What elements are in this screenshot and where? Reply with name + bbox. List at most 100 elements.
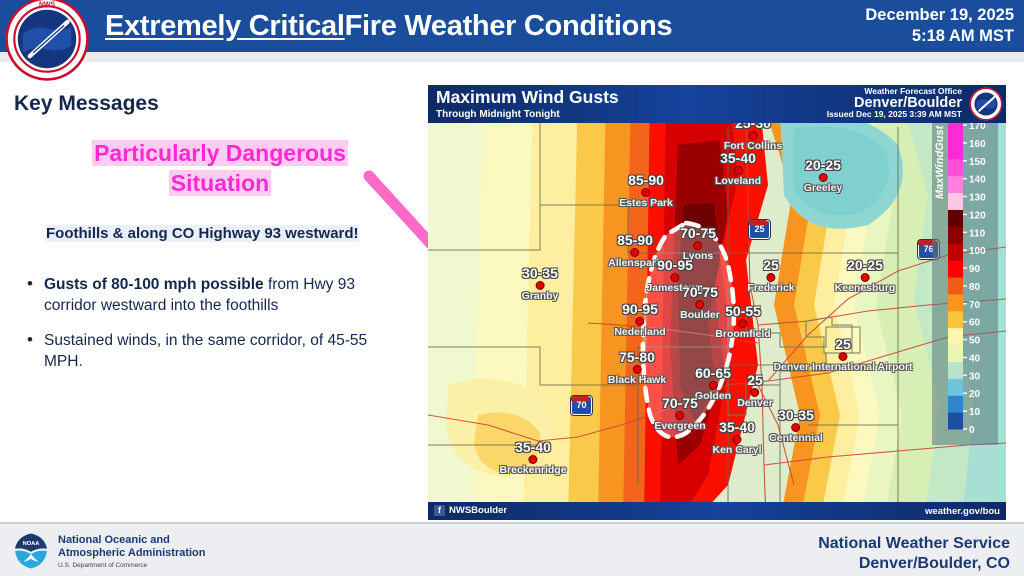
pds-callout: Particularly Dangerous Situation bbox=[60, 138, 380, 198]
nws-footer-wordmark: National Weather Service Denver/Boulder,… bbox=[818, 534, 1010, 574]
city-marker-dot bbox=[708, 381, 718, 390]
map-point-greeley: 20-25 Greeley bbox=[804, 158, 843, 194]
map-header-bar: Maximum Wind Gusts Through Midnight Toni… bbox=[428, 85, 1006, 123]
page-title: Extremely Critical Fire Weather Conditio… bbox=[105, 4, 820, 48]
pds-line-2: Situation bbox=[168, 170, 272, 196]
gust-value: 30-35 bbox=[778, 407, 814, 423]
city-marker-dot bbox=[670, 273, 680, 282]
gust-value: 20-25 bbox=[805, 157, 841, 173]
gust-value: 70-75 bbox=[680, 225, 716, 241]
gust-value: 70-75 bbox=[682, 284, 718, 300]
city-marker-dot bbox=[535, 281, 545, 290]
interstate-shield-25: 25 bbox=[748, 219, 770, 239]
city-marker-dot bbox=[766, 273, 776, 282]
nws-roundel-icon: NWS bbox=[5, 0, 89, 81]
gust-value: 35-40 bbox=[720, 150, 756, 166]
city-name: Ken Caryl bbox=[712, 444, 762, 456]
city-marker-dot bbox=[791, 423, 801, 432]
svg-text:NWS: NWS bbox=[39, 1, 55, 8]
city-marker-dot bbox=[738, 319, 748, 328]
page-footer: NOAA National Oceanic and Atmospheric Ad… bbox=[0, 524, 1024, 576]
noaa-line-3: U.S. Department of Commerce bbox=[58, 562, 148, 569]
social-handle[interactable]: f NWSBoulder bbox=[434, 505, 507, 516]
city-name: Granby bbox=[521, 290, 559, 302]
city-marker-dot bbox=[860, 273, 870, 282]
city-marker-dot bbox=[693, 241, 703, 250]
nws-foot-line-1: National Weather Service bbox=[818, 535, 1010, 552]
map-footer-bar: f NWSBoulder weather.gov/bou bbox=[428, 502, 1006, 520]
city-name: Evergreen bbox=[654, 420, 706, 432]
svg-text:120: 120 bbox=[969, 210, 986, 221]
svg-text:NOAA: NOAA bbox=[23, 541, 40, 547]
city-marker-dot bbox=[750, 388, 760, 397]
key-messages-heading: Key Messages bbox=[14, 92, 159, 115]
svg-text:70: 70 bbox=[969, 300, 981, 311]
city-name: Fort Collins bbox=[723, 140, 783, 152]
map-point-golden: 60-65 Golden bbox=[695, 366, 731, 402]
map-point-lyons: 70-75 Lyons bbox=[680, 226, 716, 262]
website-url[interactable]: weather.gov/bou bbox=[925, 506, 1000, 517]
map-point-breckenridge: 35-40 Breckenridge bbox=[499, 440, 566, 476]
city-name: Allenspark bbox=[608, 257, 662, 269]
gust-value: 25 bbox=[835, 336, 851, 352]
svg-text:130: 130 bbox=[969, 193, 986, 204]
city-name: Broomfield bbox=[715, 328, 771, 340]
map-point-jamestown: 90-95 Jamestown bbox=[646, 258, 703, 294]
svg-text:10: 10 bbox=[969, 407, 981, 418]
nws-roundel-icon bbox=[969, 87, 1003, 121]
city-marker-dot bbox=[528, 455, 538, 464]
gust-value: 90-95 bbox=[657, 257, 693, 273]
svg-text:20: 20 bbox=[969, 389, 981, 400]
header-divider-strip bbox=[0, 52, 1024, 62]
gust-value: 25 bbox=[747, 372, 763, 388]
svg-text:170: 170 bbox=[969, 121, 986, 132]
city-marker-dot bbox=[732, 435, 742, 444]
colorbar-legend: MaxWindGust (kts) 0 10 20 30 40 50 60 70 80 90 100… bbox=[932, 99, 998, 445]
city-marker-dot bbox=[675, 411, 685, 420]
pds-line-1: Particularly Dangerous bbox=[92, 140, 348, 166]
gust-value: 50-55 bbox=[725, 303, 761, 319]
header-date: December 19, 2025 bbox=[865, 6, 1014, 24]
gust-value: 35-40 bbox=[515, 439, 551, 455]
gust-value: 90-95 bbox=[622, 301, 658, 317]
svg-text:80: 80 bbox=[969, 282, 981, 293]
svg-text:150: 150 bbox=[969, 157, 986, 168]
map-point-denver-international-airport: 25 Denver International Airport bbox=[773, 337, 912, 373]
city-marker-dot bbox=[695, 300, 705, 309]
gust-value: 70-75 bbox=[662, 395, 698, 411]
city-marker-dot bbox=[733, 166, 743, 175]
svg-text:90: 90 bbox=[969, 264, 981, 275]
list-item: Sustained winds, in the same corridor, o… bbox=[24, 329, 409, 372]
gust-value: 85-90 bbox=[628, 172, 664, 188]
city-name: Black Hawk bbox=[607, 374, 667, 386]
city-marker-dot bbox=[635, 317, 645, 326]
map-point-loveland: 35-40 Loveland bbox=[715, 151, 761, 187]
city-name: Boulder bbox=[680, 309, 720, 321]
gust-value: 25 bbox=[763, 257, 779, 273]
wfo-name: Denver/Boulder bbox=[854, 94, 962, 111]
city-name: Denver bbox=[737, 397, 773, 409]
city-name: Golden bbox=[694, 390, 732, 402]
svg-text:100: 100 bbox=[969, 246, 986, 257]
wind-gust-map[interactable]: Maximum Wind Gusts Through Midnight Toni… bbox=[428, 85, 1006, 520]
nws-foot-line-2: Denver/Boulder, CO bbox=[858, 555, 1010, 572]
map-point-evergreen: 70-75 Evergreen bbox=[654, 396, 705, 432]
bullet-rest-0: from Hwy 93 corridor westward into the f… bbox=[44, 276, 355, 314]
city-name: Centennial bbox=[769, 432, 823, 444]
interstate-shield-70: 70 bbox=[570, 395, 592, 415]
svg-text:50: 50 bbox=[969, 336, 981, 347]
city-name: Greeley bbox=[803, 182, 843, 194]
city-marker-dot bbox=[641, 188, 651, 197]
map-point-broomfield: 50-55 Broomfield bbox=[715, 304, 770, 340]
page-title-rest: Fire Weather Conditions bbox=[344, 9, 673, 42]
noaa-line-1: National Oceanic and bbox=[58, 534, 170, 546]
svg-text:60: 60 bbox=[969, 318, 981, 329]
city-name: Breckenridge bbox=[499, 464, 567, 476]
city-name: Lyons bbox=[682, 250, 714, 262]
subhead-highlight: Foothills & along CO Highway 93 westward… bbox=[46, 225, 359, 242]
svg-text:160: 160 bbox=[969, 139, 986, 150]
map-subtitle: Through Midnight Tonight bbox=[436, 109, 560, 120]
city-name: Jamestown bbox=[646, 282, 704, 294]
map-point-denver: 25 Denver bbox=[737, 373, 773, 409]
page-header: Extremely Critical Fire Weather Conditio… bbox=[0, 0, 1024, 52]
